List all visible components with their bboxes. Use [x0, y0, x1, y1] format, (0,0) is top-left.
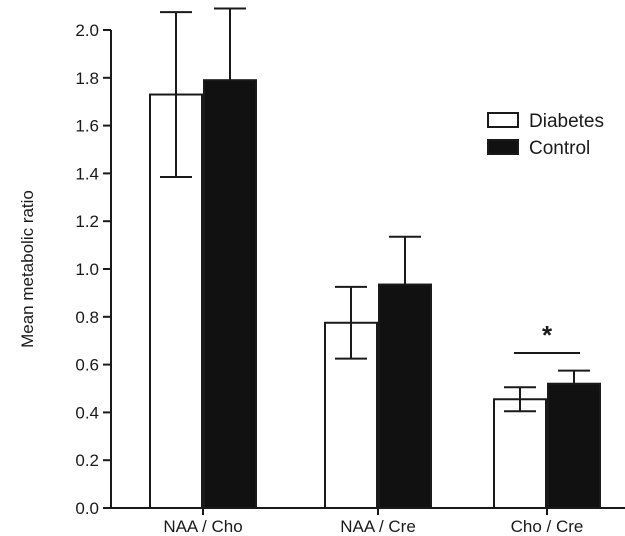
y-tick-label: 1.8: [75, 69, 99, 88]
y-axis-title: Mean metabolic ratio: [18, 190, 37, 348]
y-tick-label: 0.8: [75, 308, 99, 327]
control-legend-label: Control: [529, 138, 590, 159]
significance-group: *: [514, 320, 580, 354]
y-tick-label: 1.0: [75, 260, 99, 279]
x-category-label: Cho / Cre: [511, 517, 584, 536]
error-bars-group: [160, 7, 590, 413]
y-tick-label: 1.2: [75, 212, 99, 231]
legend: Diabetes Control: [487, 111, 604, 159]
significance-asterisk: *: [542, 320, 553, 350]
diabetes-bar: [149, 93, 203, 509]
y-ticks-group: 0.0 0.2 0.4 0.6 0.8 1.0 1.2 1.4 1.6 1.8 2.0: [75, 21, 111, 518]
control-bar: [203, 79, 257, 509]
control-bar: [378, 283, 432, 509]
control-bar: [547, 382, 601, 509]
y-tick-label: 2.0: [75, 21, 99, 40]
diabetes-bar: [493, 398, 547, 510]
diabetes-legend-label: Diabetes: [529, 111, 604, 132]
y-tick-label: 1.6: [75, 117, 99, 136]
x-ticks-group: NAA / Cho NAA / Cre Cho / Cre: [163, 508, 583, 536]
diabetes-bar: [324, 321, 378, 509]
y-tick-label: 0.6: [75, 356, 99, 375]
x-category-label: NAA / Cre: [340, 517, 416, 536]
x-category-label: NAA / Cho: [163, 517, 242, 536]
control-legend-swatch: [487, 139, 519, 155]
bars-group: [149, 79, 601, 510]
y-tick-label: 0.0: [75, 499, 99, 518]
y-tick-label: 0.2: [75, 451, 99, 470]
y-tick-label: 0.4: [75, 403, 99, 422]
y-tick-label: 1.4: [75, 164, 99, 183]
diabetes-legend-swatch: [487, 112, 519, 128]
